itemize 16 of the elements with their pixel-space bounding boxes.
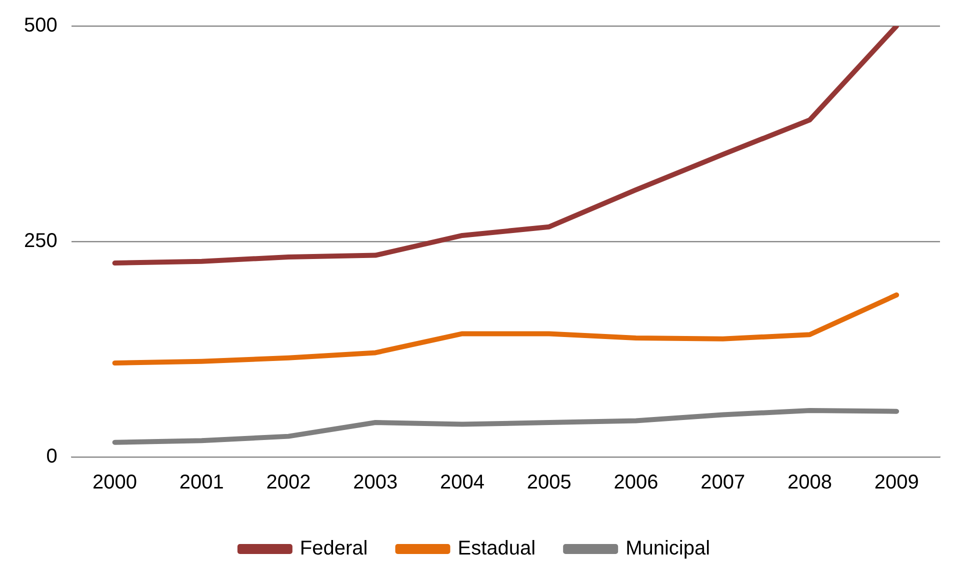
- x-tick-label: 2004: [440, 472, 485, 494]
- x-tick-label: 2003: [353, 472, 398, 494]
- y-tick-label: 0: [46, 446, 58, 468]
- legend-label: Federal: [300, 538, 368, 560]
- x-tick-label: 2001: [179, 472, 224, 494]
- y-tick-label: 250: [24, 230, 58, 252]
- legend-label: Municipal: [626, 538, 710, 560]
- x-tick-label: 2009: [874, 472, 919, 494]
- x-tick-label: 2006: [614, 472, 658, 494]
- legend-label: Estadual: [458, 538, 536, 560]
- x-tick-label: 2002: [266, 472, 311, 494]
- x-tick-label: 2008: [787, 472, 832, 494]
- y-tick-label: 500: [24, 14, 58, 37]
- x-tick-label: 2005: [526, 472, 572, 494]
- x-tick-label: 2000: [92, 472, 138, 494]
- x-tick-label: 2007: [700, 472, 746, 494]
